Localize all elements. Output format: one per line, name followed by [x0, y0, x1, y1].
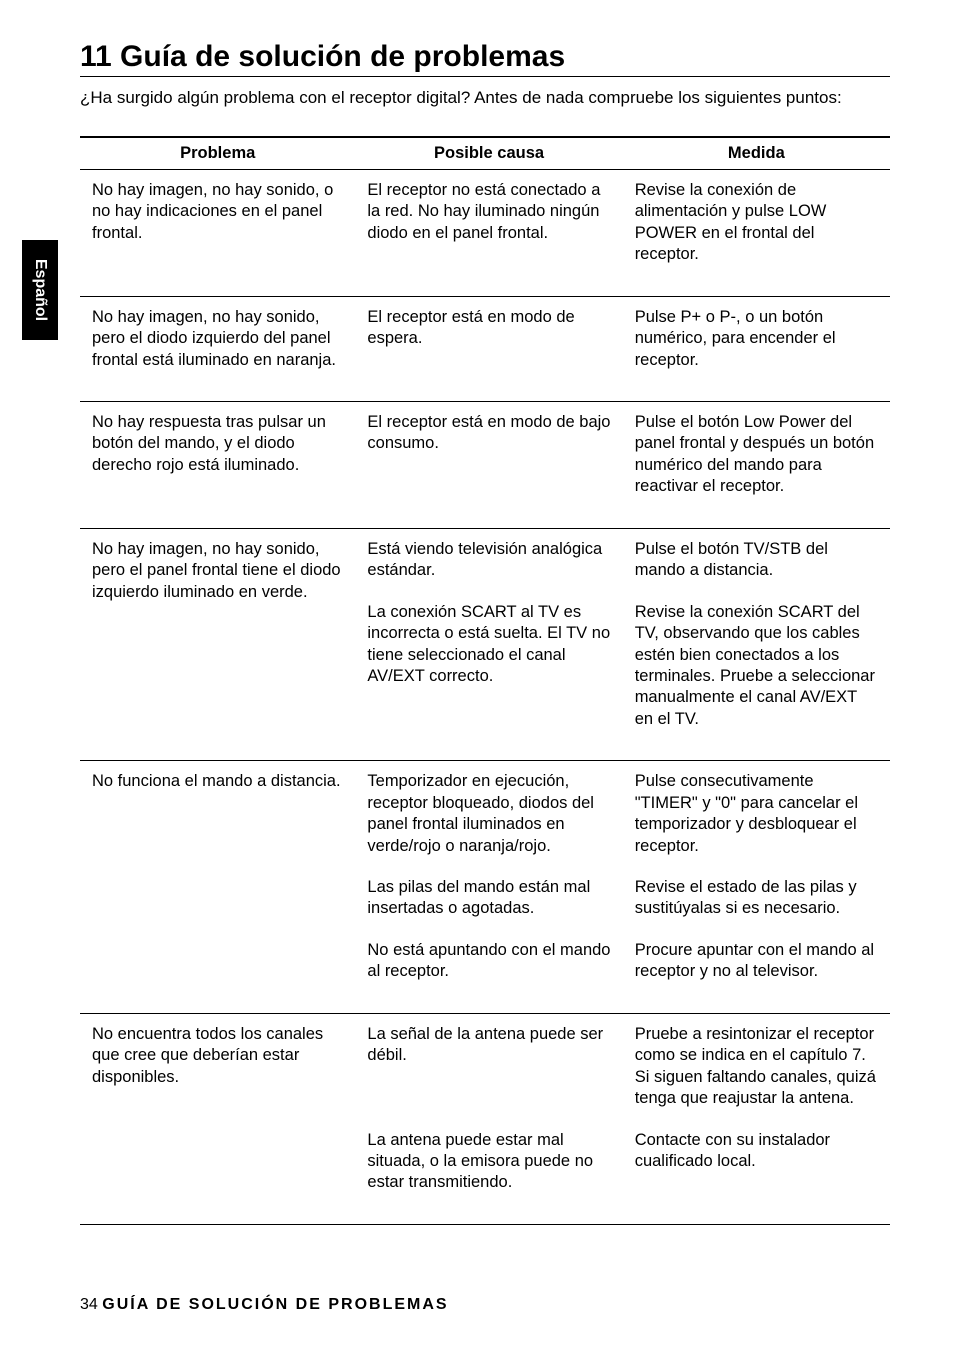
cell-causa: La antena puede estar mal situada, o la …: [355, 1120, 622, 1204]
cell-causa: La señal de la antena puede ser débil.: [355, 1013, 622, 1119]
cell-causa: El receptor está en modo de espera.: [355, 296, 622, 381]
page: Español 11 Guía de solución de problemas…: [0, 0, 954, 1352]
intro-text: ¿Ha surgido algún problema con el recept…: [80, 87, 890, 110]
table-row: No encuentra todos los canales que cree …: [80, 1013, 890, 1119]
cell-causa: La conexión SCART al TV es incorrecta o …: [355, 592, 622, 741]
cell-medida: Revise la conexión de alimentación y pul…: [623, 169, 890, 275]
cell-problema: No encuentra todos los canales que cree …: [80, 1013, 355, 1204]
table-row: No funciona el mando a distancia. Tempor…: [80, 761, 890, 867]
page-footer: 34 GUÍA DE SOLUCIÓN DE PROBLEMAS: [80, 1296, 449, 1314]
row-divider: [80, 508, 890, 529]
table-row: No hay respuesta tras pulsar un botón de…: [80, 402, 890, 508]
cell-medida: Revise la conexión SCART del TV, observa…: [623, 592, 890, 741]
header-causa: Posible causa: [355, 137, 622, 170]
table-row: No hay imagen, no hay sonido, pero el pa…: [80, 528, 890, 591]
language-tab: Español: [22, 240, 58, 340]
table-header-row: Problema Posible causa Medida: [80, 137, 890, 170]
page-number: 34: [80, 1296, 98, 1313]
cell-medida: Contacte con su instalador cualificado l…: [623, 1120, 890, 1204]
footer-title: GUÍA DE SOLUCIÓN DE PROBLEMAS: [102, 1296, 448, 1313]
cell-medida: Pulse el botón TV/STB del mando a distan…: [623, 528, 890, 591]
row-divider: [80, 993, 890, 1014]
header-medida: Medida: [623, 137, 890, 170]
cell-causa: Las pilas del mando están mal insertadas…: [355, 867, 622, 930]
table-row: No hay imagen, no hay sonido, o no hay i…: [80, 169, 890, 275]
table-row: No hay imagen, no hay sonido, pero el di…: [80, 296, 890, 381]
cell-medida: Pruebe a resintonizar el receptor como s…: [623, 1013, 890, 1119]
cell-medida: Revise el estado de las pilas y sustitúy…: [623, 867, 890, 930]
row-divider: [80, 740, 890, 761]
cell-medida: Pulse el botón Low Power del panel front…: [623, 402, 890, 508]
cell-problema: No funciona el mando a distancia.: [80, 761, 355, 993]
cell-causa: Temporizador en ejecución, receptor bloq…: [355, 761, 622, 867]
cell-problema: No hay imagen, no hay sonido, pero el pa…: [80, 528, 355, 740]
cell-problema: No hay respuesta tras pulsar un botón de…: [80, 402, 355, 508]
cell-medida: Pulse consecutivamente "TIMER" y "0" par…: [623, 761, 890, 867]
header-problema: Problema: [80, 137, 355, 170]
language-tab-label: Español: [31, 259, 49, 321]
troubleshooting-table: Problema Posible causa Medida No hay ima…: [80, 136, 890, 1225]
cell-causa: No está apuntando con el mando al recept…: [355, 930, 622, 993]
row-divider: [80, 1204, 890, 1225]
cell-causa: Está viendo televisión analógica estánda…: [355, 528, 622, 591]
cell-medida: Procure apuntar con el mando al receptor…: [623, 930, 890, 993]
row-divider: [80, 381, 890, 402]
page-title: 11 Guía de solución de problemas: [80, 40, 890, 77]
cell-medida: Pulse P+ o P-, o un botón numérico, para…: [623, 296, 890, 381]
cell-problema: No hay imagen, no hay sonido, o no hay i…: [80, 169, 355, 275]
cell-causa: El receptor está en modo de bajo consumo…: [355, 402, 622, 508]
row-divider: [80, 276, 890, 297]
cell-problema: No hay imagen, no hay sonido, pero el di…: [80, 296, 355, 381]
cell-causa: El receptor no está conectado a la red. …: [355, 169, 622, 275]
